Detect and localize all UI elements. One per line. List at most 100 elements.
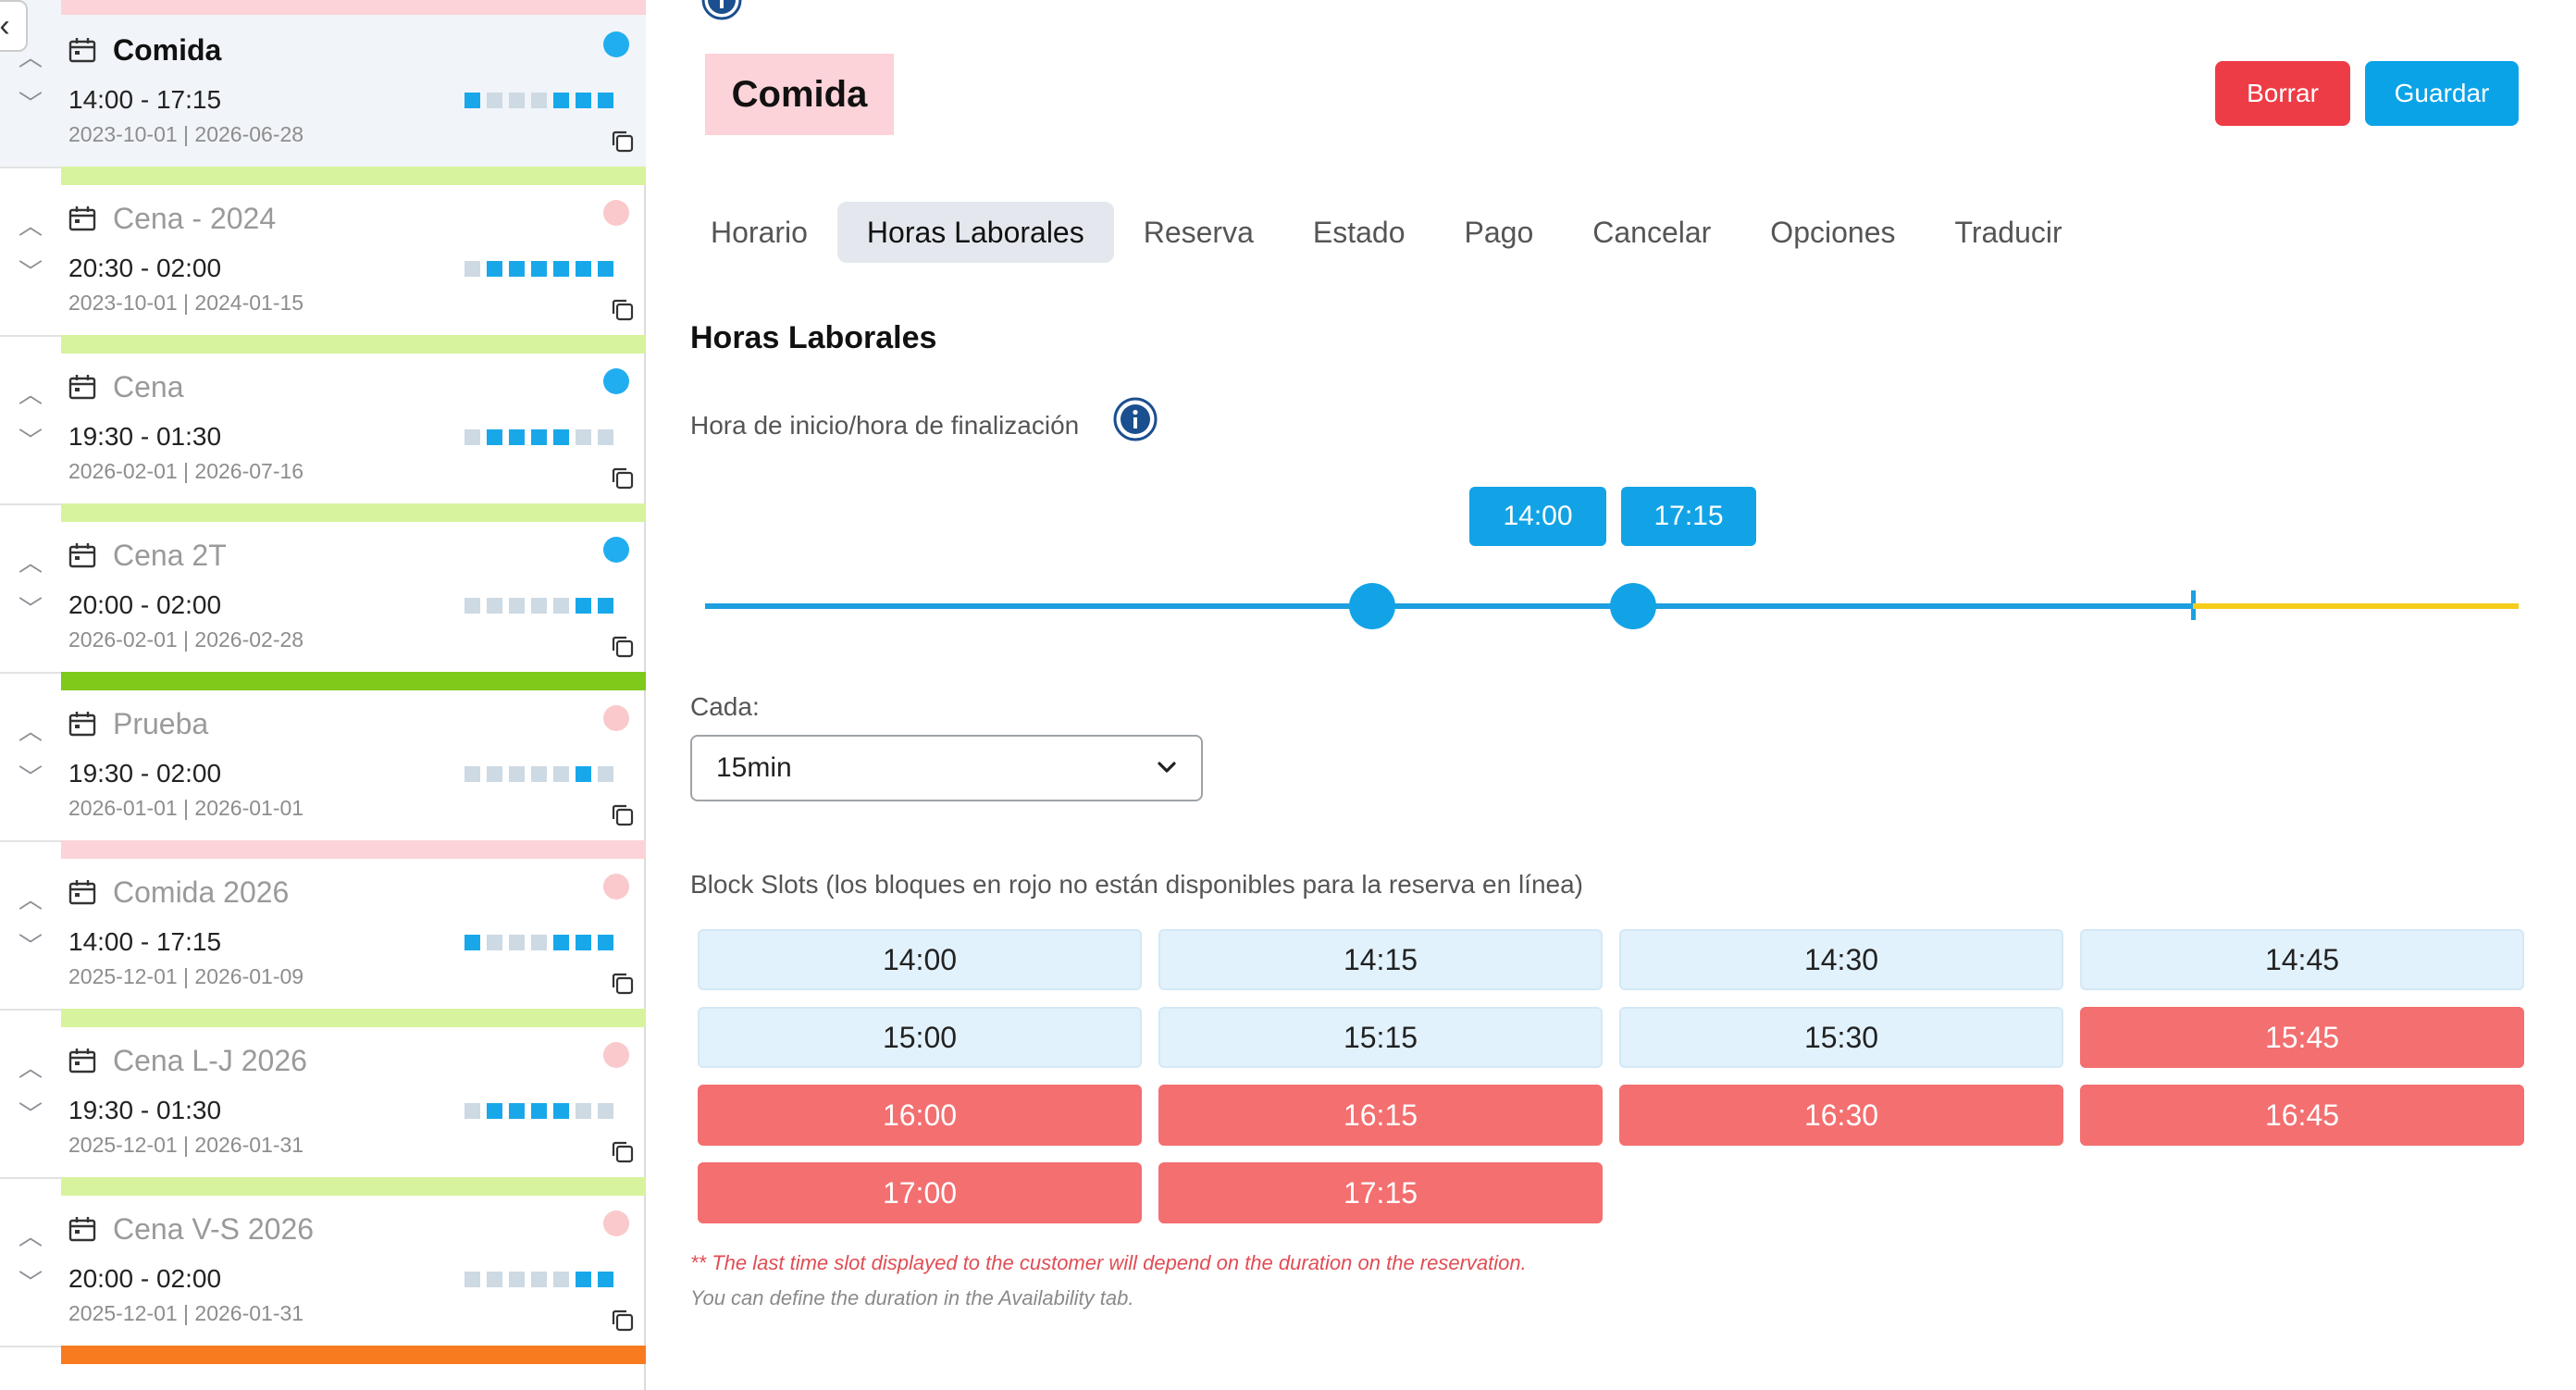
copy-icon[interactable] <box>611 466 635 490</box>
chevron-up-icon[interactable]: ︿ <box>18 1054 43 1082</box>
end-time-handle[interactable] <box>1610 583 1656 629</box>
info-icon[interactable] <box>1112 396 1158 442</box>
chevron-up-icon[interactable]: ︿ <box>18 717 43 745</box>
service-dates: 2026-02-01 | 2026-07-16 <box>68 459 304 483</box>
chevron-down-icon[interactable]: ﹀ <box>18 1100 43 1128</box>
service-color-strip <box>61 672 646 690</box>
weekday-square <box>598 766 613 782</box>
interval-select[interactable]: 15min <box>690 735 1203 801</box>
weekday-square <box>509 261 525 277</box>
service-name: Cena L-J 2026 <box>113 1044 307 1077</box>
service-name: Cena <box>113 370 184 403</box>
info-icon[interactable] <box>700 0 744 22</box>
end-time-chip: 17:15 <box>1621 487 1756 546</box>
chevron-down-icon[interactable]: ﹀ <box>18 932 43 960</box>
chevron-up-icon[interactable]: ︿ <box>18 212 43 240</box>
weekday-square <box>509 93 525 108</box>
weekday-square <box>576 598 591 614</box>
tab-cancelar[interactable]: Cancelar <box>1592 215 1712 249</box>
chevron-down-icon[interactable]: ﹀ <box>18 1269 43 1297</box>
time-slot[interactable]: 15:45 <box>2080 1007 2524 1068</box>
tab-reserva[interactable]: Reserva <box>1143 215 1254 249</box>
save-button[interactable]: Guardar <box>2365 61 2519 126</box>
time-range-track[interactable] <box>705 603 2193 609</box>
time-slot[interactable]: 15:15 <box>1158 1007 1603 1068</box>
service-color-strip <box>61 503 646 522</box>
start-time-chip: 14:00 <box>1469 487 1606 546</box>
time-slot[interactable]: 16:30 <box>1619 1085 2063 1146</box>
copy-icon[interactable] <box>611 635 635 659</box>
time-slot[interactable]: 14:00 <box>698 929 1142 990</box>
weekday-indicator <box>464 766 613 782</box>
weekday-indicator <box>464 1272 613 1287</box>
service-name: Cena 2T <box>113 539 227 572</box>
chevron-down-icon[interactable]: ﹀ <box>18 258 43 286</box>
weekday-square <box>487 935 502 950</box>
tab-horas-laborales[interactable]: Horas Laborales <box>836 202 1114 263</box>
weekday-square <box>487 429 502 445</box>
service-item[interactable]: ︿ ﹀ Cena - 2024 20:30 - 02:00 2023-10-01… <box>0 168 646 337</box>
service-item[interactable]: ︿ ﹀ Cena 19:30 - 01:30 2026-02-01 | 2026… <box>0 337 646 505</box>
time-slot[interactable]: 17:15 <box>1158 1162 1603 1223</box>
copy-icon[interactable] <box>611 298 635 322</box>
chevron-down-icon[interactable]: ﹀ <box>18 595 43 623</box>
time-slot[interactable]: 14:45 <box>2080 929 2524 990</box>
time-range-label: Hora de inicio/hora de finalización <box>690 411 1080 440</box>
chevron-down-icon[interactable]: ﹀ <box>18 90 43 118</box>
service-item[interactable]: ︿ ﹀ Prueba 19:30 - 02:00 2026-01-01 | 20… <box>0 674 646 842</box>
service-item[interactable]: ︿ ﹀ Comida 14:00 - 17:15 2023-10-01 | 20… <box>0 0 646 168</box>
time-slot[interactable]: 14:30 <box>1619 929 2063 990</box>
weekday-square <box>464 429 480 445</box>
delete-button[interactable]: Borrar <box>2215 61 2350 126</box>
overflow-range-track <box>2193 603 2519 609</box>
chevron-up-icon[interactable]: ︿ <box>18 549 43 577</box>
tab-pago[interactable]: Pago <box>1464 215 1534 249</box>
time-slot[interactable]: 16:00 <box>698 1085 1142 1146</box>
service-color-strip <box>61 1009 646 1027</box>
time-slot[interactable]: 16:45 <box>2080 1085 2524 1146</box>
collapse-sidebar-button[interactable]: ‹ <box>0 0 28 52</box>
calendar-icon <box>68 543 96 568</box>
time-slot[interactable]: 17:00 <box>698 1162 1142 1223</box>
copy-icon[interactable] <box>611 803 635 827</box>
copy-icon[interactable] <box>611 130 635 154</box>
service-item[interactable]: ︿ ﹀ Cena L-J 2026 19:30 - 01:30 2025-12-… <box>0 1011 646 1179</box>
start-time-handle[interactable] <box>1349 583 1395 629</box>
calendar-icon <box>68 375 96 400</box>
time-slot[interactable]: 16:15 <box>1158 1085 1603 1146</box>
availability-note: You can define the duration in the Avail… <box>690 1286 1134 1309</box>
chevron-down-icon[interactable]: ﹀ <box>18 427 43 454</box>
block-slots-label: Block Slots (los bloques en rojo no está… <box>690 870 1584 899</box>
copy-icon[interactable] <box>611 1309 635 1333</box>
chevron-up-icon[interactable]: ︿ <box>18 886 43 913</box>
copy-icon[interactable] <box>611 972 635 996</box>
service-time: 14:00 - 17:15 <box>68 85 222 114</box>
weekday-square <box>553 935 569 950</box>
tab-traducir[interactable]: Traducir <box>1954 215 2062 249</box>
calendar-icon <box>68 1217 96 1242</box>
tab-horario[interactable]: Horario <box>711 215 808 249</box>
time-slot[interactable]: 14:15 <box>1158 929 1603 990</box>
weekday-square <box>598 1272 613 1287</box>
calendar-icon <box>68 1049 96 1074</box>
tab-estado[interactable]: Estado <box>1312 215 1406 249</box>
time-slot[interactable]: 15:30 <box>1619 1007 2063 1068</box>
chevron-down-icon[interactable]: ﹀ <box>18 763 43 791</box>
weekday-square <box>553 1272 569 1287</box>
service-name: Cena - 2024 <box>113 202 277 235</box>
calendar-icon <box>68 712 96 737</box>
service-dates: 2026-02-01 | 2026-02-28 <box>68 627 304 652</box>
chevron-up-icon[interactable]: ︿ <box>18 380 43 408</box>
tab-bar: Horario Horas Laborales Reserva Estado Pago C… <box>681 202 2092 263</box>
service-item[interactable]: ︿ ﹀ Cena 2T 20:00 - 02:00 2026-02-01 | 2… <box>0 505 646 674</box>
status-dot <box>603 1210 629 1236</box>
service-item[interactable]: ︿ ﹀ Cena V-S 2026 20:00 - 02:00 2025-12-… <box>0 1179 646 1347</box>
tab-opciones[interactable]: Opciones <box>1770 215 1896 249</box>
copy-icon[interactable] <box>611 1140 635 1164</box>
time-slot[interactable]: 15:00 <box>698 1007 1142 1068</box>
chevron-up-icon[interactable]: ︿ <box>18 1222 43 1250</box>
service-item[interactable]: ︿ ﹀ Comida 2026 14:00 - 17:15 2025-12-01… <box>0 842 646 1011</box>
service-time: 19:30 - 02:00 <box>68 759 222 788</box>
weekday-square <box>598 1103 613 1119</box>
weekday-square <box>487 1103 502 1119</box>
